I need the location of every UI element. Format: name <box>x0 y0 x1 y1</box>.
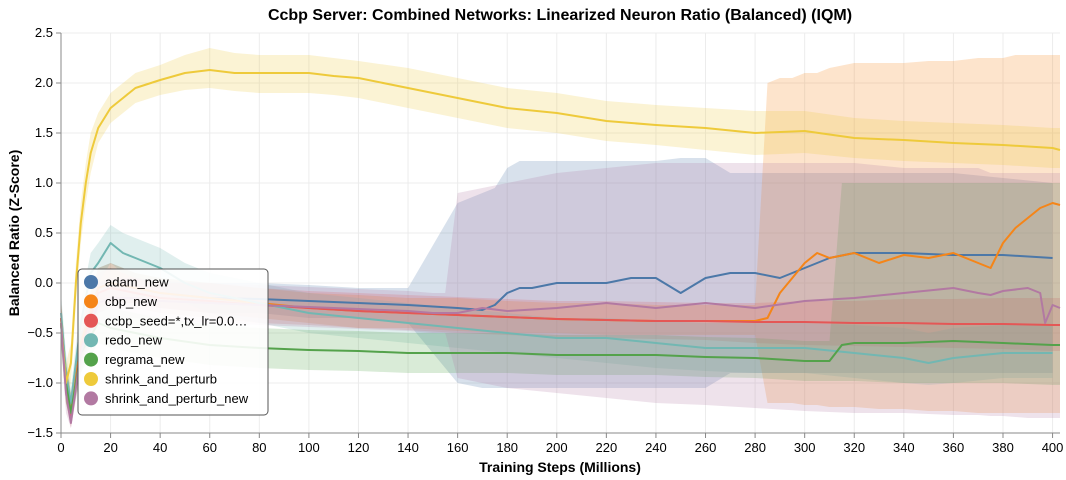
x-tick-label: 300 <box>794 440 816 455</box>
x-tick-label: 100 <box>298 440 320 455</box>
legend-label-2: ccbp_seed=*,tx_lr=0.0… <box>105 313 247 328</box>
legend-swatch-5 <box>84 372 98 386</box>
x-tick-label: 80 <box>252 440 266 455</box>
y-tick-label: −0.5 <box>27 325 53 340</box>
legend-label-3: redo_new <box>105 333 163 348</box>
x-tick-label: 380 <box>992 440 1014 455</box>
legend-label-1: cbp_new <box>105 294 158 309</box>
legend-swatch-0 <box>84 275 98 289</box>
series-line-5 <box>60 69 1061 384</box>
x-tick-label: 220 <box>596 440 618 455</box>
legend-box <box>77 268 269 416</box>
x-tick-label: 160 <box>447 440 469 455</box>
legend: adam_new cbp_new ccbp_seed=*,tx_lr=0.0…red… <box>77 268 269 416</box>
x-tick-label: 60 <box>203 440 217 455</box>
legend-swatch-1 <box>84 294 98 309</box>
x-tick-label: 400 <box>1042 440 1064 455</box>
band-4 <box>61 183 1060 423</box>
x-tick-label: 200 <box>546 440 568 455</box>
legend-swatch-6 <box>84 391 98 406</box>
y-tick-label: −1.5 <box>27 425 53 440</box>
series-line-3 <box>60 242 1053 404</box>
legend-swatch-3 <box>84 333 98 348</box>
x-tick-label: 260 <box>695 440 717 455</box>
axes: 0 20 40 60 80 100 120 140 160 180 200 220 240 260 280 3… <box>27 25 1063 455</box>
x-tick-label: 280 <box>744 440 766 455</box>
y-tick-label: 1.0 <box>35 175 53 190</box>
y-tick-label: −1.0 <box>27 375 53 390</box>
legend-label-5: shrink_and_perturb <box>105 372 217 387</box>
x-axis-label: Training Steps (Millions) <box>479 459 641 475</box>
x-tick-label: 240 <box>645 440 667 455</box>
y-tick-label: 0.0 <box>35 275 53 290</box>
y-tick-label: 0.5 <box>35 225 53 240</box>
x-tick-label: 140 <box>397 440 419 455</box>
band-0 <box>61 158 1053 423</box>
legend-label-6: shrink_and_perturb_new <box>105 391 249 406</box>
y-tick-label: 1.5 <box>35 125 53 140</box>
x-tick-label: 340 <box>893 440 915 455</box>
x-tick-label: 40 <box>153 440 167 455</box>
band-5 <box>61 48 1060 403</box>
y-tick-label: 2.5 <box>35 25 53 40</box>
y-axis-label: Balanced Ratio (Z-Score) <box>6 150 22 316</box>
legend-swatch-2 <box>84 313 98 328</box>
legend-label-0: adam_new <box>105 275 169 290</box>
legend-label-4: regrama_new <box>105 352 185 367</box>
x-tick-label: 0 <box>57 440 64 455</box>
band-1 <box>61 55 1060 423</box>
x-tick-label: 360 <box>943 440 965 455</box>
chart-title: Ccbp Server: Combined Networks: Lineariz… <box>268 7 852 24</box>
legend-swatch-4 <box>84 352 98 367</box>
x-tick-label: 320 <box>843 440 865 455</box>
y-tick-label: 2.0 <box>35 75 53 90</box>
x-tick-label: 120 <box>348 440 370 455</box>
x-tick-label: 20 <box>103 440 117 455</box>
x-tick-label: 180 <box>496 440 518 455</box>
